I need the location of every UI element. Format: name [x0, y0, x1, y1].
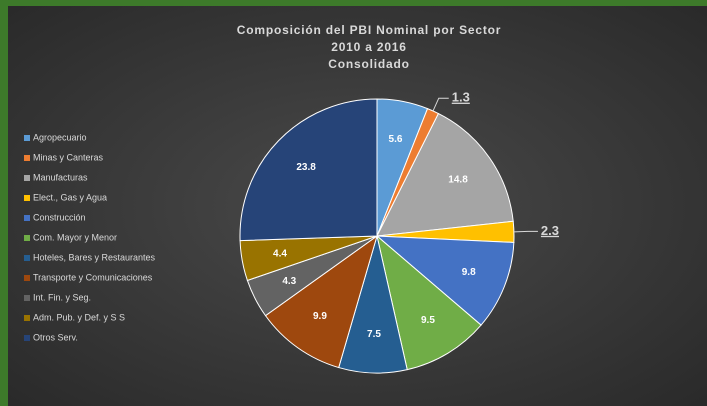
- chart: Composición del PBI Nominal por Sector 20…: [8, 6, 707, 406]
- pie-slice: [239, 98, 378, 242]
- legend-swatch: [24, 315, 30, 321]
- legend-swatch: [24, 275, 30, 281]
- legend-label: Int. Fin. y Seg.: [33, 292, 91, 302]
- legend-swatch: [24, 235, 30, 241]
- legend-label: Manufacturas: [33, 172, 88, 182]
- pie-slice: [264, 234, 378, 369]
- legend-swatch: [24, 215, 30, 221]
- legend-swatch: [24, 175, 30, 181]
- legend-swatch: [24, 195, 30, 201]
- legend-swatch: [24, 135, 30, 141]
- legend-label: Minas y Canteras: [33, 152, 104, 162]
- chart-title: Consolidado: [328, 57, 409, 71]
- data-label: 4.3: [282, 276, 296, 287]
- legend-label: Transporte y Comunicaciones: [33, 272, 153, 282]
- legend-swatch: [24, 295, 30, 301]
- legend-label: Otros Serv.: [33, 332, 78, 342]
- legend-label: Construcción: [33, 212, 86, 222]
- chart-title: Composición del PBI Nominal por Sector: [237, 23, 501, 37]
- data-label: 9.5: [421, 315, 435, 326]
- data-label: 5.6: [389, 134, 403, 145]
- data-label: 23.8: [296, 162, 316, 173]
- legend-label: Elect., Gas y Agua: [33, 192, 107, 202]
- data-label: 2.3: [541, 223, 559, 238]
- legend-label: Com. Mayor y Menor: [33, 232, 117, 242]
- pie-slice: [376, 112, 514, 237]
- legend-swatch: [24, 155, 30, 161]
- data-label: 7.5: [367, 329, 381, 340]
- data-label: 4.4: [273, 248, 287, 259]
- data-label: 14.8: [448, 174, 468, 185]
- pie-slice: [375, 235, 515, 326]
- legend-swatch: [24, 335, 30, 341]
- legend-label: Agropecuario: [33, 132, 87, 142]
- data-label: 9.9: [313, 311, 327, 322]
- data-label: 1.3: [452, 90, 470, 105]
- legend-label: Adm. Pub. y Def. y S S: [33, 312, 125, 322]
- chart-title: 2010 a 2016: [331, 40, 407, 54]
- leader-line: [432, 97, 449, 112]
- legend-swatch: [24, 255, 30, 261]
- legend-label: Hoteles, Bares y Restaurantes: [33, 252, 156, 262]
- data-label: 9.8: [462, 267, 476, 278]
- pie-slice: [376, 234, 482, 371]
